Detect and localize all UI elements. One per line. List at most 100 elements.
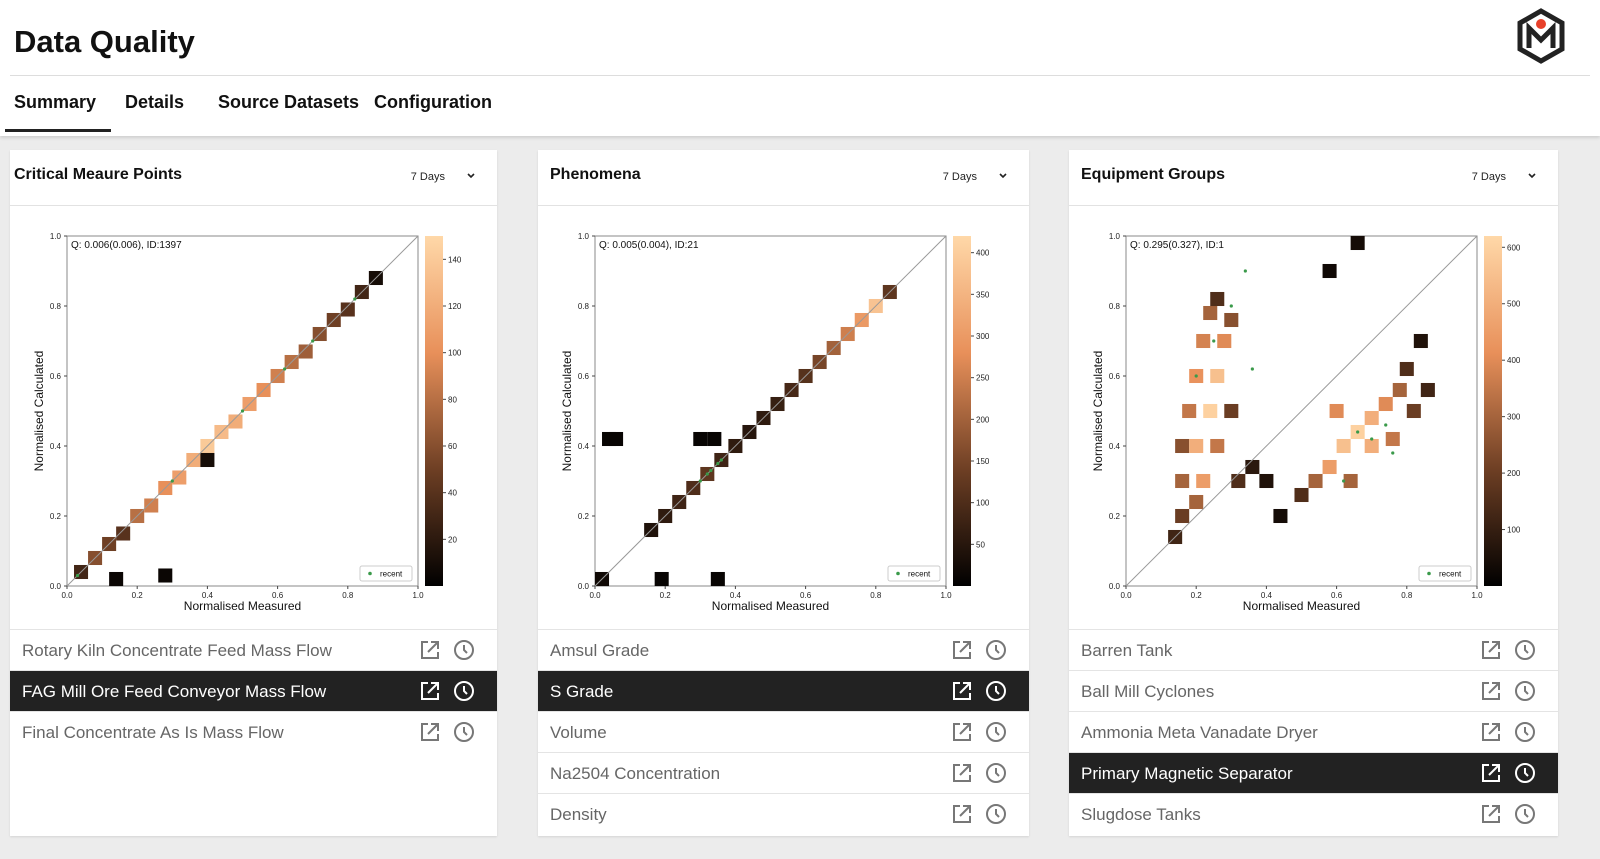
heat-cell [116,526,131,541]
x-tick-label: 1.0 [940,591,952,600]
period-select[interactable]: 7 Days [410,171,445,183]
open-icon[interactable] [1480,803,1502,825]
history-icon[interactable] [1514,721,1536,743]
period-select[interactable]: 7 Days [1471,171,1506,183]
colorbar-tick-label: 50 [976,540,985,549]
open-icon[interactable] [1480,680,1502,702]
list-item[interactable]: Volume [538,711,1029,752]
heat-cell [1406,403,1421,419]
open-icon[interactable] [1480,721,1502,743]
colorbar-tick-label: 140 [448,255,462,264]
tab[interactable]: Source Datasets [218,92,360,112]
history-icon[interactable] [453,721,475,743]
recent-point [170,479,174,483]
panel: Critical Meaure Points 7 Days 0.0 0.2 0.4 0.6… [10,150,497,836]
open-icon[interactable] [419,721,441,743]
open-icon[interactable] [419,680,441,702]
list-item[interactable]: Slugdose Tanks [1069,793,1558,834]
x-tick-label: 0.0 [589,591,601,600]
chevron[interactable] [997,170,1009,182]
heat-cell [1196,473,1211,489]
y-tick-label: 0.4 [50,442,62,451]
heat-cell [1189,438,1204,454]
chevron[interactable] [1526,170,1538,182]
history-icon[interactable] [985,721,1007,743]
list-item[interactable]: Density [538,793,1029,834]
colorbar-tick-label: 600 [1507,243,1521,252]
open-icon[interactable] [951,762,973,784]
heat-cell [1385,431,1400,447]
recent-point [353,297,357,301]
list-item[interactable]: Amsul Grade [538,629,1029,670]
y-tick-label: 0.2 [578,512,590,521]
recent-point [1384,423,1388,427]
open-icon[interactable] [951,803,973,825]
list-item[interactable]: Final Concentrate As Is Mass Flow [10,711,497,752]
list-item[interactable]: Ammonia Meta Vanadate Dryer [1069,711,1558,752]
x-tick-label: 0.4 [730,591,742,600]
open-icon[interactable] [1480,762,1502,784]
item-label: Amsul Grade [550,641,650,660]
history-icon[interactable] [985,803,1007,825]
open-icon[interactable] [1480,639,1502,661]
recent-point [1212,339,1216,343]
list-item[interactable]: FAG Mill Ore Feed Conveyor Mass Flow [10,670,497,711]
heat-cell [1322,459,1337,475]
tab[interactable]: Details [125,92,185,112]
chevron[interactable] [465,170,477,182]
history-icon[interactable] [453,680,475,702]
recent-point [283,367,287,371]
item-label: Rotary Kiln Concentrate Feed Mass Flow [22,641,332,660]
colorbar [953,236,971,586]
list-item[interactable]: S Grade [538,670,1029,711]
x-tick-label: 0.6 [272,591,284,600]
y-axis-label: Normalised Calculated [1091,351,1105,472]
recent-point [1229,304,1233,308]
colorbar-tick-label: 350 [976,290,990,299]
history-icon[interactable] [985,762,1007,784]
history-icon[interactable] [1514,639,1536,661]
tab[interactable]: Configuration [374,92,492,112]
colorbar-tick-label: 60 [448,442,457,451]
y-tick-label: 1.0 [50,232,62,241]
legend-marker [368,571,372,576]
history-icon[interactable] [1514,762,1536,784]
annotation: Q: 0.006(0.006), ID:1397 [71,240,182,251]
legend-label: recent [1439,570,1462,579]
heat-cell [1308,473,1323,489]
x-axis-label: Normalised Measured [1243,599,1360,613]
history-icon[interactable] [453,639,475,661]
heat-cell [1413,333,1428,349]
panel-header: Phenomena 7 Days [538,150,1029,206]
colorbar [425,236,443,586]
open-icon[interactable] [419,639,441,661]
recent-point [311,339,315,343]
y-tick-label: 0.0 [578,582,590,591]
legend-label: recent [380,570,403,579]
open-icon[interactable] [951,639,973,661]
list-item[interactable]: Rotary Kiln Concentrate Feed Mass Flow [10,629,497,670]
heat-cell [340,302,355,317]
item-label: Final Concentrate As Is Mass Flow [22,723,284,742]
heat-cell [1196,333,1211,349]
heat-cell [1329,403,1344,419]
open-icon[interactable] [951,721,973,743]
scatter-heatmap: 0.0 0.2 0.4 0.6 0.8 1.0 0.0 0.2 0.4 0.6 0.8 1.0 Q: 0… [560,232,990,613]
colorbar-tick-label: 500 [1507,300,1521,309]
history-icon[interactable] [985,680,1007,702]
history-icon[interactable] [1514,803,1536,825]
history-icon[interactable] [985,639,1007,661]
colorbar-tick-label: 100 [448,349,462,358]
list-item[interactable]: Primary Magnetic Separator [1069,752,1558,793]
tab[interactable]: Summary [14,92,97,112]
period-select[interactable]: 7 Days [942,171,977,183]
legend-box [1418,565,1472,582]
open-icon[interactable] [951,680,973,702]
list-item[interactable]: Barren Tank [1069,629,1558,670]
history-icon[interactable] [1514,680,1536,702]
list-item[interactable]: Na2504 Concentration [538,752,1029,793]
x-axis-label: Normalised Measured [712,599,829,613]
list-item[interactable]: Ball Mill Cyclones [1069,670,1558,711]
x-tick-label: 0.2 [1191,591,1203,600]
heat-cell [1175,473,1190,489]
